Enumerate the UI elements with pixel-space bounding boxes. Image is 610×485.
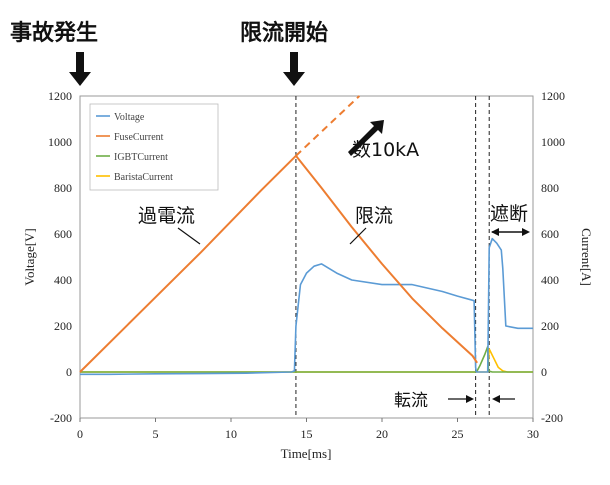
x-tick-label: 0	[77, 427, 83, 441]
y-tick-label-left: 800	[54, 181, 72, 195]
tens-ka-arrow-icon	[348, 120, 384, 156]
interrupt-label: 遮断	[490, 203, 528, 225]
legend-label-baristacurrent: BaristaCurrent	[114, 172, 173, 183]
overcurrent-pointer	[177, 227, 201, 245]
y-tick-label-left: 1000	[48, 135, 72, 149]
legend: Voltage FuseCurrent IGBTCurrent BaristaC…	[89, 103, 219, 191]
legend-label-voltage: Voltage	[114, 112, 145, 123]
limiting-label: 限流	[355, 205, 393, 227]
y-tick-label-left: -200	[50, 411, 72, 425]
series-group	[79, 95, 533, 376]
y-tick-label-right: 800	[541, 181, 559, 195]
x-tick-label: 30	[527, 427, 539, 441]
x-tick-label: 25	[452, 427, 464, 441]
y-tick-label-right: 200	[541, 319, 559, 333]
y-tick-label-right: 1000	[541, 135, 565, 149]
y-tick-label-left: 200	[54, 319, 72, 333]
y-tick-label-right: -200	[541, 411, 563, 425]
series-line-baristacurrent	[80, 348, 533, 373]
legend-label-fusecurrent: FuseCurrent	[114, 132, 164, 143]
overcurrent-label: 過電流	[138, 205, 195, 227]
limit-start-arrow-icon	[283, 52, 305, 86]
y-tick-label-left: 600	[54, 227, 72, 241]
legend-label-igbtcurrent: IGBTCurrent	[114, 152, 168, 163]
series-line-voltage	[80, 237, 533, 376]
fusecurrent-extrapolation-line	[295, 95, 361, 157]
y-tick-label-right: 600	[541, 227, 559, 241]
legend-box	[89, 103, 219, 191]
commutation-left-arrow-icon	[466, 395, 474, 403]
x-tick-label: 10	[225, 427, 237, 441]
y-tick-label-right: 1200	[541, 89, 565, 103]
y-tick-label-right: 0	[541, 365, 547, 379]
y-tick-label-left: 0	[66, 365, 72, 379]
interrupt-left-arrow-icon	[491, 228, 499, 236]
x-tick-label: 15	[301, 427, 313, 441]
y-tick-label-right: 400	[541, 273, 559, 287]
limiting-pointer	[349, 227, 367, 245]
series-line-igbtcurrent	[80, 345, 533, 373]
x-tick-label: 5	[153, 427, 159, 441]
tens-ka-label: 数10kA	[352, 139, 419, 161]
x-tick-label: 20	[376, 427, 388, 441]
interrupt-right-arrow-icon	[522, 228, 530, 236]
commutation-label: 転流	[394, 391, 428, 411]
limit-start-label: 限流開始	[240, 20, 328, 46]
y-tick-label-left: 400	[54, 273, 72, 287]
fault-arrow-icon	[69, 52, 91, 86]
y-tick-label-left: 1200	[48, 89, 72, 103]
y-axis-title-right: Current[A]	[579, 228, 594, 286]
x-axis-title: Time[ms]	[281, 446, 332, 461]
y-axis-title-left: Voltage[V]	[22, 228, 37, 286]
series-line-fusecurrent	[79, 154, 478, 373]
commutation-right-arrow-icon	[492, 395, 500, 403]
fault-occurrence-label: 事故発生	[10, 20, 98, 46]
